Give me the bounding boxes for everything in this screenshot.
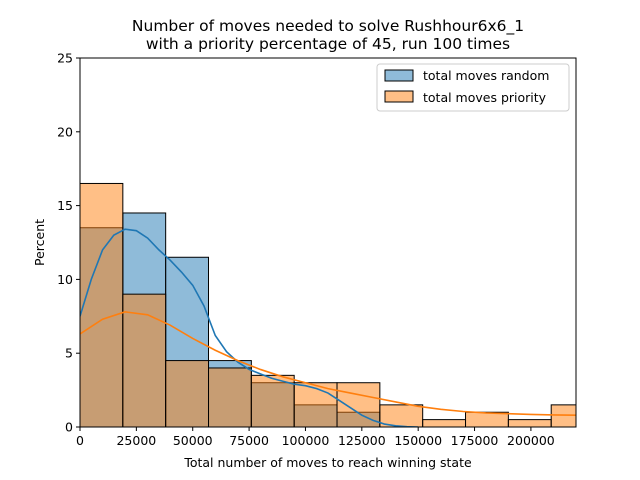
chart-title-line-2: with a priority percentage of 45, run 10… (146, 35, 510, 53)
chart-title-line-1: Number of moves needed to solve Rushhour… (132, 17, 524, 36)
bar-priority-0 (80, 182, 124, 427)
plot-frame (79, 57, 577, 428)
x-tick-label: 175000 (451, 433, 499, 448)
y-axis-label: Percent (32, 219, 47, 266)
legend-swatch-random (384, 69, 414, 82)
y-tick-label: 10 (57, 272, 73, 287)
legend: total moves random total moves priority (376, 63, 570, 112)
x-tick-label: 75000 (229, 433, 269, 448)
y-tick-label: 15 (57, 198, 73, 213)
kde-lines (80, 228, 576, 427)
legend-label-priority: total moves priority (423, 90, 547, 105)
legend-frame (376, 63, 570, 112)
y-tick-label: 5 (65, 346, 73, 361)
x-tick-label: 150000 (394, 433, 442, 448)
bar-priority-10 (507, 419, 552, 427)
kde-line-random (80, 228, 419, 427)
y-tick-label: 20 (57, 124, 73, 139)
x-axis-label: Total number of moves to reach winning s… (183, 455, 472, 470)
bar-priority-2 (165, 360, 210, 427)
bar-priority-3 (208, 367, 252, 427)
x-axis-ticks: 0 25000 50000 75000 100000 125000 150000 175000… (76, 427, 555, 448)
x-tick-label: 200000 (507, 433, 555, 448)
bar-priority-5 (293, 382, 338, 427)
bar-priority-8 (422, 419, 467, 427)
bar-priority-1 (122, 293, 167, 427)
x-tick-label: 50000 (173, 433, 213, 448)
kde-line-priority (80, 311, 576, 416)
x-tick-label: 25000 (116, 433, 156, 448)
y-tick-label: 25 (57, 51, 73, 66)
x-tick-label: 0 (76, 433, 84, 448)
legend-label-random: total moves random (423, 68, 549, 83)
y-tick-label: 0 (65, 420, 73, 435)
x-tick-label: 125000 (338, 433, 386, 448)
bar-priority-9 (465, 411, 509, 427)
legend-swatch-priority (384, 90, 414, 103)
x-tick-label: 100000 (282, 433, 330, 448)
y-axis-ticks: 0 5 10 15 20 25 (57, 51, 80, 435)
